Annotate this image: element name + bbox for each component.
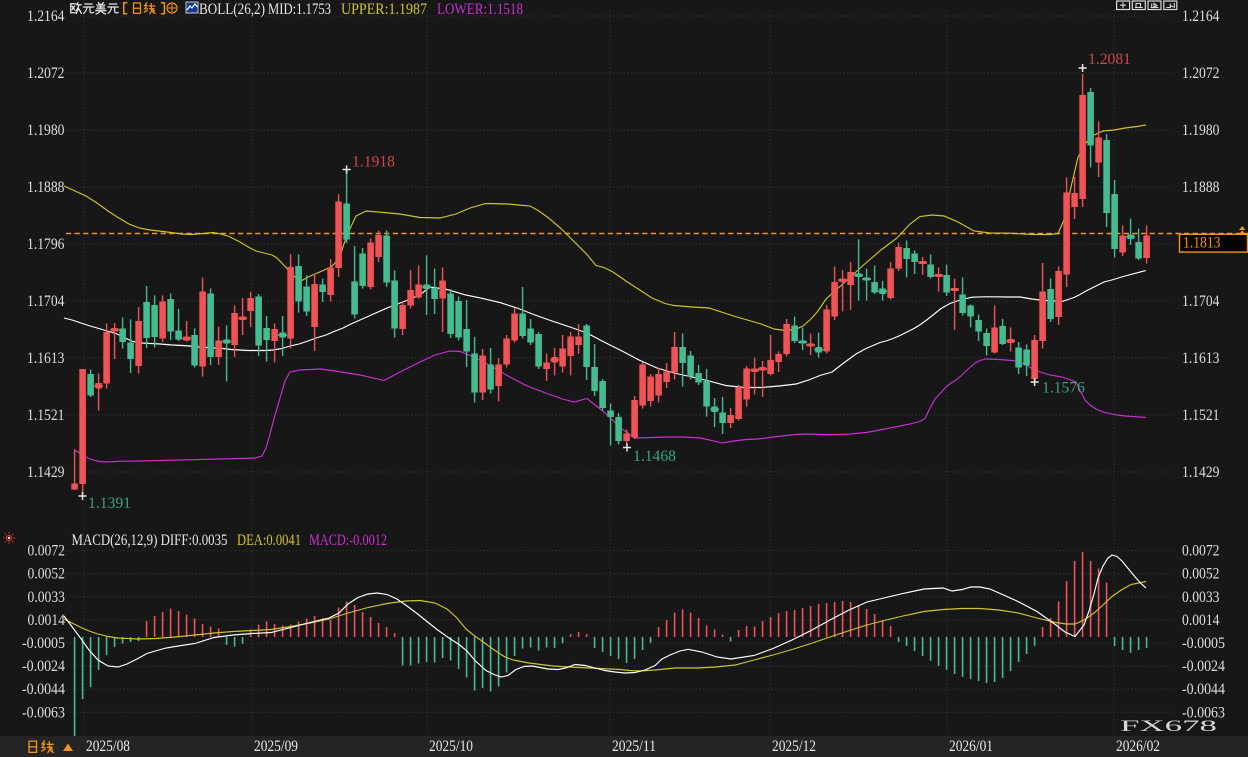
- svg-text:-0.0063: -0.0063: [22, 704, 65, 721]
- svg-text:MID:1.1753: MID:1.1753: [268, 1, 331, 18]
- svg-text:MACD:-0.0012: MACD:-0.0012: [309, 532, 387, 549]
- svg-text:1.1796: 1.1796: [27, 236, 65, 253]
- svg-text:LOWER:1.1518: LOWER:1.1518: [437, 1, 523, 18]
- svg-text:1.1980: 1.1980: [1182, 122, 1220, 139]
- svg-text:-0.0063: -0.0063: [1182, 704, 1225, 721]
- svg-text:1.1980: 1.1980: [27, 122, 65, 139]
- svg-text:0.0014: 0.0014: [1182, 612, 1220, 629]
- svg-text:FX678: FX678: [1120, 718, 1217, 735]
- svg-text:BOLL(26,2): BOLL(26,2): [199, 1, 265, 18]
- svg-text:0.0072: 0.0072: [1182, 543, 1220, 560]
- svg-text:2025/12: 2025/12: [772, 738, 816, 755]
- svg-text:1.1704: 1.1704: [1182, 293, 1220, 310]
- svg-text:1.1888: 1.1888: [1182, 179, 1220, 196]
- svg-text:-0.0024: -0.0024: [1182, 658, 1225, 675]
- svg-text:2025/11: 2025/11: [612, 738, 656, 755]
- svg-text:1.1521: 1.1521: [1182, 407, 1220, 424]
- svg-text:0.0052: 0.0052: [1182, 566, 1220, 583]
- svg-text:1.1429: 1.1429: [1182, 464, 1220, 481]
- svg-text:0.0033: 0.0033: [28, 589, 66, 606]
- svg-text:0.0072: 0.0072: [28, 543, 66, 560]
- svg-text:2026/01: 2026/01: [949, 738, 993, 755]
- svg-text:-0.0044: -0.0044: [1182, 681, 1225, 698]
- svg-text:1.1521: 1.1521: [27, 407, 65, 424]
- svg-text:0.0033: 0.0033: [1182, 589, 1220, 606]
- svg-text:1.1704: 1.1704: [27, 293, 65, 310]
- svg-text:-0.0024: -0.0024: [22, 658, 65, 675]
- svg-text:1.1391: 1.1391: [88, 495, 131, 512]
- svg-text:1.1576: 1.1576: [1042, 380, 1085, 397]
- svg-text:-0.0044: -0.0044: [22, 681, 65, 698]
- svg-text:1.1888: 1.1888: [27, 179, 65, 196]
- svg-text:1.2081: 1.2081: [1088, 51, 1131, 68]
- svg-text:1.1918: 1.1918: [352, 154, 395, 171]
- svg-text:1.1613: 1.1613: [1182, 350, 1220, 367]
- svg-text:DEA:0.0041: DEA:0.0041: [237, 532, 301, 549]
- svg-text:0.0052: 0.0052: [28, 566, 66, 583]
- svg-text:2025/10: 2025/10: [429, 738, 473, 755]
- svg-text:2025/09: 2025/09: [254, 738, 298, 755]
- svg-text:MACD(26,12,9) DIFF:0.0035: MACD(26,12,9) DIFF:0.0035: [72, 532, 228, 549]
- svg-text:1.2164: 1.2164: [1182, 8, 1220, 25]
- svg-text:1.1813: 1.1813: [1183, 235, 1221, 252]
- svg-text:1.1468: 1.1468: [633, 448, 676, 465]
- svg-text:UPPER:1.1987: UPPER:1.1987: [341, 1, 427, 18]
- svg-text:-0.0005: -0.0005: [1182, 635, 1225, 652]
- svg-text:0.0014: 0.0014: [28, 612, 66, 629]
- svg-text:1.1429: 1.1429: [27, 464, 65, 481]
- svg-text:1.2072: 1.2072: [27, 65, 65, 82]
- svg-text:2025/08: 2025/08: [86, 738, 130, 755]
- svg-text:-0.0005: -0.0005: [22, 635, 65, 652]
- svg-text:1.1613: 1.1613: [27, 350, 65, 367]
- svg-text:1.2164: 1.2164: [27, 8, 65, 25]
- svg-text:2026/02: 2026/02: [1116, 738, 1160, 755]
- svg-text:1.2072: 1.2072: [1182, 65, 1220, 82]
